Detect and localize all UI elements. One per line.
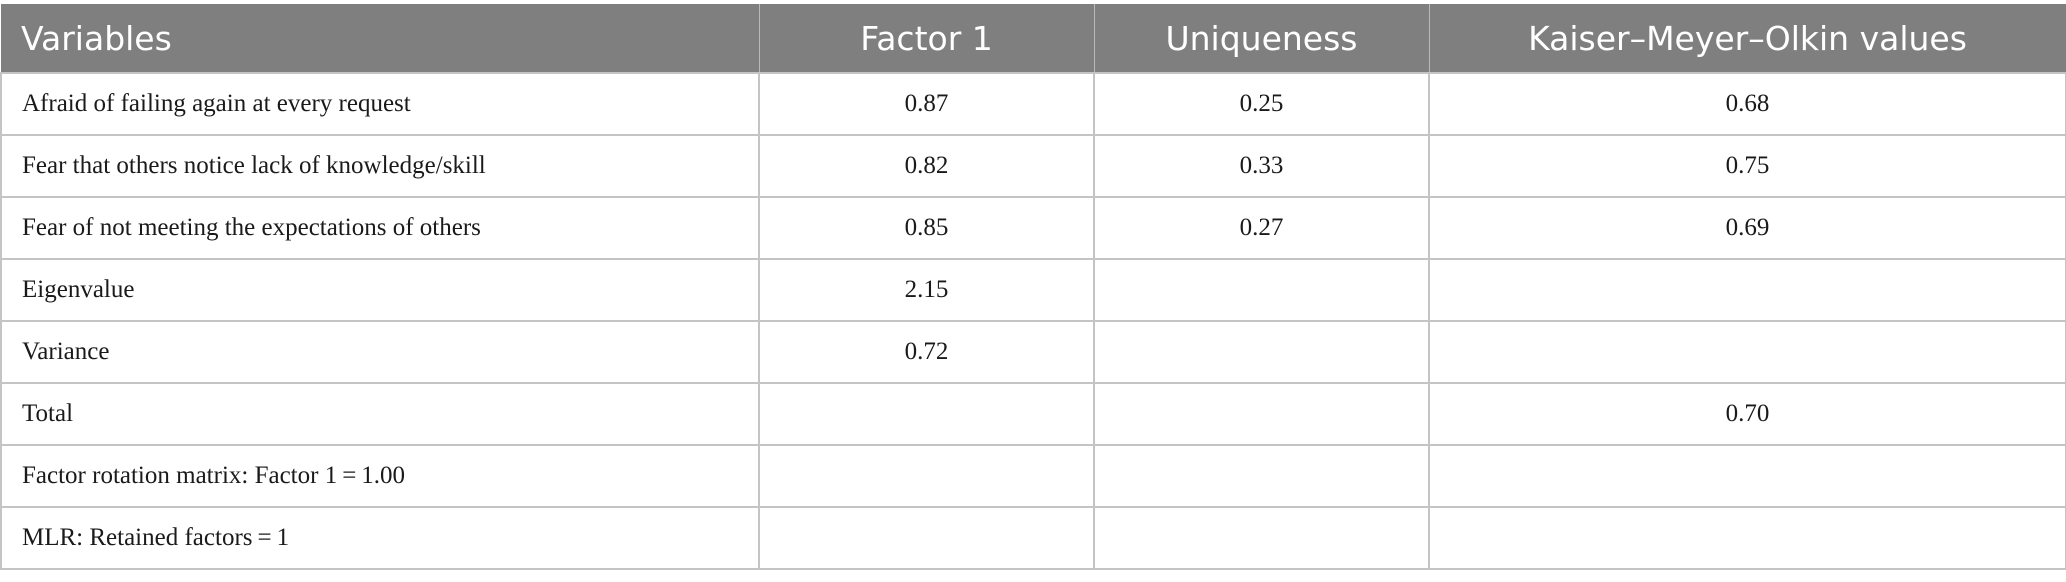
kmo-cell: 0.69 <box>1428 196 2066 260</box>
uniqueness-cell <box>1093 320 1430 384</box>
table-row: Eigenvalue 2.15 <box>0 258 2066 322</box>
kmo-cell <box>1428 258 2066 322</box>
table-row: Fear that others notice lack of knowledg… <box>0 134 2066 198</box>
table-row: Total 0.70 <box>0 382 2066 446</box>
row-label: Afraid of failing again at every request <box>0 72 760 136</box>
uniqueness-cell <box>1093 382 1430 446</box>
factor-1-cell: 0.85 <box>758 196 1095 260</box>
header-row: Variables Factor 1 Uniqueness Kaiser–Mey… <box>1 4 2066 74</box>
header-kmo-values: Kaiser–Meyer–Olkin values <box>1428 4 2066 74</box>
header-variables: Variables <box>1 4 760 74</box>
table-row: MLR: Retained factors = 1 <box>0 506 2066 570</box>
kmo-cell <box>1428 506 2066 570</box>
header-uniqueness: Uniqueness <box>1093 4 1430 74</box>
table-row: Variance 0.72 <box>0 320 2066 384</box>
table-row: Afraid of failing again at every request… <box>0 72 2066 136</box>
row-label: Eigenvalue <box>0 258 760 322</box>
factor-1-cell <box>758 382 1095 446</box>
factor-1-cell: 0.87 <box>758 72 1095 136</box>
row-label: Total <box>0 382 760 446</box>
kmo-cell <box>1428 320 2066 384</box>
uniqueness-cell <box>1093 506 1430 570</box>
kmo-cell <box>1428 444 2066 508</box>
uniqueness-cell <box>1093 258 1430 322</box>
factor-1-cell <box>758 506 1095 570</box>
kmo-cell: 0.70 <box>1428 382 2066 446</box>
table-body: Afraid of failing again at every request… <box>0 72 2066 570</box>
uniqueness-cell <box>1093 444 1430 508</box>
kmo-cell: 0.68 <box>1428 72 2066 136</box>
factor-1-cell: 0.72 <box>758 320 1095 384</box>
uniqueness-cell: 0.27 <box>1093 196 1430 260</box>
uniqueness-cell: 0.33 <box>1093 134 1430 198</box>
factor-analysis-table: Variables Factor 1 Uniqueness Kaiser–Mey… <box>0 4 2066 570</box>
table-header: Variables Factor 1 Uniqueness Kaiser–Mey… <box>1 4 2066 74</box>
row-label: MLR: Retained factors = 1 <box>0 506 760 570</box>
row-label: Variance <box>0 320 760 384</box>
kmo-cell: 0.75 <box>1428 134 2066 198</box>
row-label: Factor rotation matrix: Factor 1 = 1.00 <box>0 444 760 508</box>
table-row: Factor rotation matrix: Factor 1 = 1.00 <box>0 444 2066 508</box>
row-label: Fear of not meeting the expectations of … <box>0 196 760 260</box>
factor-1-cell: 0.82 <box>758 134 1095 198</box>
row-label: Fear that others notice lack of knowledg… <box>0 134 760 198</box>
factor-1-cell: 2.15 <box>758 258 1095 322</box>
table-row: Fear of not meeting the expectations of … <box>0 196 2066 260</box>
header-factor-1: Factor 1 <box>758 4 1095 74</box>
factor-1-cell <box>758 444 1095 508</box>
uniqueness-cell: 0.25 <box>1093 72 1430 136</box>
